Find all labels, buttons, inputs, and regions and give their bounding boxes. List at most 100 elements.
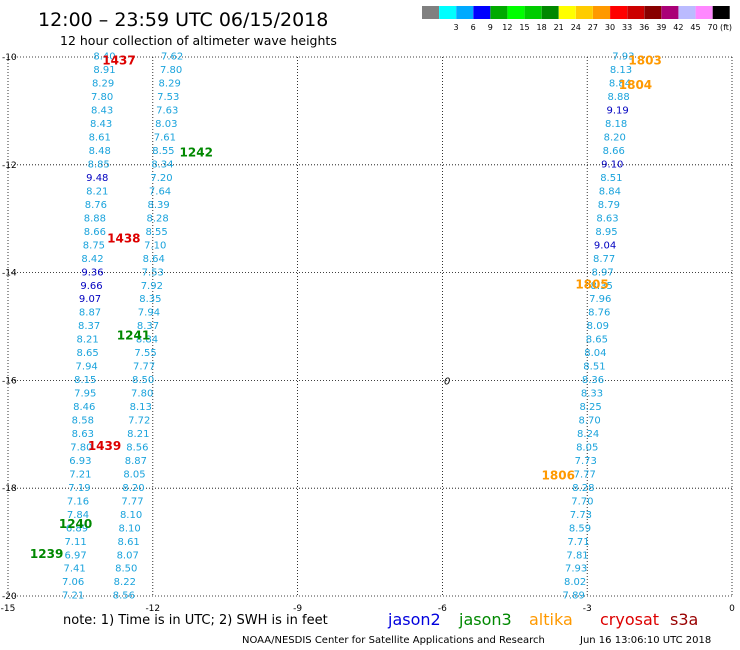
wave-height-value: 7.20 bbox=[150, 173, 172, 184]
wave-height-value: 9.04 bbox=[594, 240, 616, 251]
legend-label: 27 bbox=[588, 23, 598, 32]
wave-height-value: 8.22 bbox=[114, 577, 136, 588]
wave-height-value: 7.84 bbox=[67, 510, 89, 521]
legend-swatch bbox=[661, 6, 679, 19]
track-1803: 7.93 8.13 8.84 8.88 9.19 8.18 8.20 8.66 9.10 8.51… bbox=[563, 52, 635, 602]
wave-height-value: 8.87 bbox=[79, 308, 101, 319]
satellite-jason2: jason2 bbox=[387, 610, 441, 629]
lon-tick-label: -15 bbox=[1, 604, 16, 614]
legend-swatch bbox=[712, 6, 730, 19]
wave-height-value: 8.55 bbox=[152, 146, 174, 157]
wave-height-value: 7.89 bbox=[563, 591, 585, 602]
wave-height-value: 7.94 bbox=[138, 308, 160, 319]
legend-label: 24 bbox=[571, 23, 581, 32]
lat-tick-label: -10 bbox=[2, 53, 17, 63]
wave-height-value: 7.94 bbox=[76, 362, 98, 373]
wave-height-value: 8.25 bbox=[579, 402, 601, 413]
legend-swatch bbox=[610, 6, 628, 19]
wave-height-value: 8.39 bbox=[147, 200, 169, 211]
wave-height-value: 8.09 bbox=[587, 321, 609, 332]
legend-label: 9 bbox=[488, 23, 493, 32]
legend-label: 33 bbox=[622, 23, 632, 32]
lon-tick-label: -6 bbox=[438, 604, 447, 614]
wave-height-value: 8.87 bbox=[125, 456, 147, 467]
wave-height-value: 8.29 bbox=[159, 79, 181, 90]
wave-height-value: 7.77 bbox=[133, 362, 155, 373]
wave-height-value: 9.07 bbox=[79, 294, 101, 305]
pass-label: 1239 bbox=[30, 547, 63, 561]
wave-height-value: 8.43 bbox=[90, 119, 112, 130]
wave-height-value: 8.35 bbox=[139, 294, 161, 305]
wave-height-value: 9.10 bbox=[601, 159, 623, 170]
lat-tick-label: -14 bbox=[2, 269, 17, 279]
satellite-cryosat: cryosat bbox=[600, 610, 659, 629]
legend-label: 21 bbox=[554, 23, 564, 32]
satellite-altika: altika bbox=[529, 610, 573, 629]
legend-swatch bbox=[558, 6, 576, 19]
wave-height-value: 8.02 bbox=[564, 577, 586, 588]
wave-height-value: 7.53 bbox=[142, 267, 164, 278]
legend-label: 70 bbox=[708, 23, 718, 32]
wave-height-value: 7.11 bbox=[64, 537, 86, 548]
wave-height-value: 8.50 bbox=[132, 375, 154, 386]
legend-label: 36 bbox=[639, 23, 649, 32]
legend-label: 30 bbox=[605, 23, 615, 32]
wave-height-value: 8.15 bbox=[74, 375, 96, 386]
wave-height-value: 8.65 bbox=[77, 348, 99, 359]
axis-ticks: -10 -12 -14 -16 -18 -20 -15 -12 -9 -6 -3 0 bbox=[1, 53, 735, 614]
lon-tick-label: -3 bbox=[583, 604, 592, 614]
wave-height-value: 8.20 bbox=[122, 483, 144, 494]
wave-height-value: 7.19 bbox=[68, 483, 90, 494]
wave-height-value: 8.42 bbox=[81, 254, 103, 265]
observation-layer: 8.40 8.91 8.29 7.80 8.43 8.43 8.61 8.48 8.85 9.48… bbox=[62, 52, 635, 602]
lat-tick-label: -20 bbox=[2, 592, 17, 602]
footer-note: note: 1) Time is in UTC; 2) SWH is in fe… bbox=[63, 613, 328, 628]
pass-label: 1437 bbox=[102, 54, 135, 68]
wave-height-value: 8.59 bbox=[569, 523, 591, 534]
wave-height-value: 8.76 bbox=[85, 200, 107, 211]
wave-height-value: 8.75 bbox=[83, 240, 105, 251]
wave-height-value: 8.66 bbox=[84, 227, 106, 238]
wave-height-value: 8.85 bbox=[88, 159, 110, 170]
color-legend: 3 6 9 12 15 18 21 24 27 30 33 36 39 42 45 70 bbox=[422, 6, 730, 32]
legend-swatch bbox=[490, 6, 508, 19]
wave-height-value: 8.37 bbox=[137, 321, 159, 332]
wave-height-value: 8.70 bbox=[578, 416, 600, 427]
wave-height-value: 7.21 bbox=[69, 469, 91, 480]
wave-height-value: 8.18 bbox=[605, 119, 627, 130]
pass-label: 1438 bbox=[107, 232, 140, 246]
wave-height-value: 6.93 bbox=[69, 456, 91, 467]
wave-height-value: 8.55 bbox=[146, 227, 168, 238]
wave-height-value: 6.89 bbox=[66, 523, 88, 534]
legend-swatch bbox=[678, 6, 696, 19]
track-1242: 7.62 7.80 8.29 7.53 7.63 8.03 7.61 8.55 8.34 7.20… bbox=[113, 52, 184, 602]
satellite-jason3: jason3 bbox=[458, 610, 512, 629]
wave-height-value: 8.28 bbox=[146, 213, 168, 224]
wave-height-value: 8.24 bbox=[577, 429, 599, 440]
wave-height-value: 8.51 bbox=[583, 362, 605, 373]
wave-height-value: 8.29 bbox=[92, 79, 114, 90]
legend-label: 39 bbox=[656, 23, 666, 32]
wave-height-value: 9.19 bbox=[606, 106, 628, 117]
wave-height-value: 7.77 bbox=[574, 469, 596, 480]
map-grid bbox=[7, 56, 733, 597]
legend-label: 6 bbox=[471, 23, 476, 32]
wave-height-value: 8.35 bbox=[591, 281, 613, 292]
wave-height-value: 8.84 bbox=[609, 79, 631, 90]
wave-height-value: 8.88 bbox=[607, 92, 629, 103]
wave-height-value: 9.66 bbox=[80, 281, 102, 292]
lon-tick-label: 0 bbox=[729, 604, 735, 614]
wave-height-value: 8.10 bbox=[118, 523, 140, 534]
wave-height-value: 8.51 bbox=[600, 173, 622, 184]
wave-height-value: 8.20 bbox=[604, 133, 626, 144]
wave-height-value: 8.46 bbox=[73, 402, 95, 413]
legend-unit: (ft) bbox=[720, 23, 732, 32]
legend-swatch bbox=[627, 6, 645, 19]
wave-height-value: 8.50 bbox=[115, 564, 137, 575]
wave-height-value: 7.93 bbox=[612, 52, 634, 63]
wave-height-value: 7.92 bbox=[141, 281, 163, 292]
lon-tick-label: -12 bbox=[145, 604, 160, 614]
legend-label: 3 bbox=[454, 23, 459, 32]
legend-swatch bbox=[541, 6, 559, 19]
